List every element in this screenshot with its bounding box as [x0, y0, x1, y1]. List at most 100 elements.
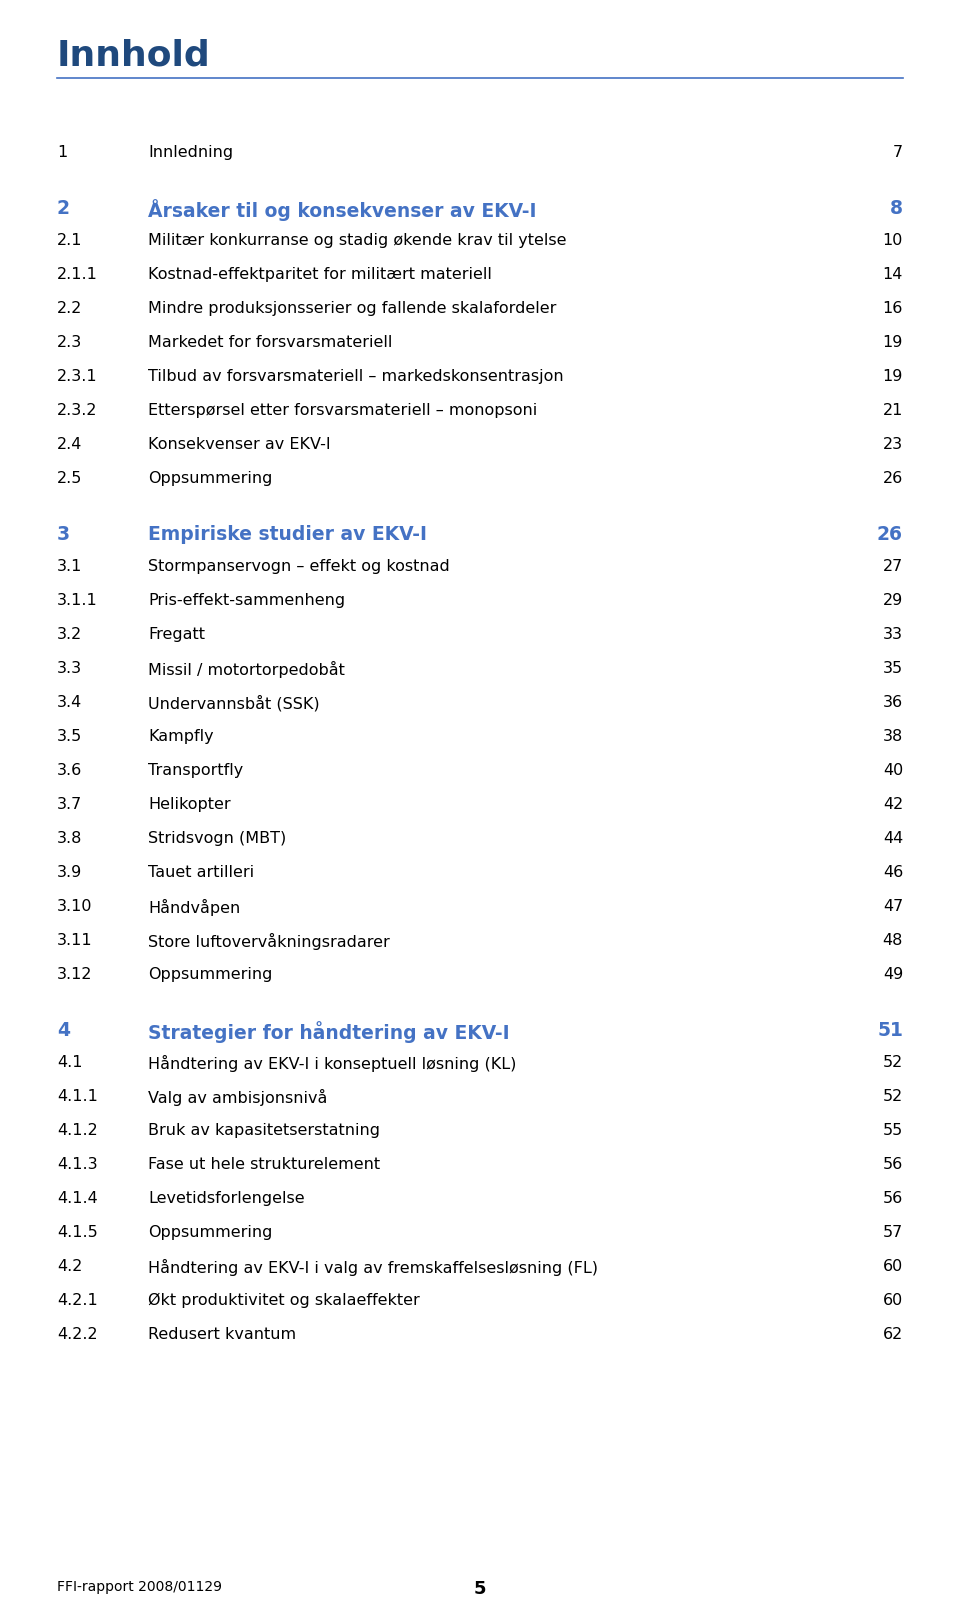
- Text: Kampfly: Kampfly: [148, 729, 214, 743]
- Text: 51: 51: [877, 1021, 903, 1041]
- Text: 3.4: 3.4: [57, 695, 83, 709]
- Text: 7: 7: [893, 145, 903, 160]
- Text: 2.1: 2.1: [57, 233, 83, 247]
- Text: Mindre produksjonsserier og fallende skalafordeler: Mindre produksjonsserier og fallende ska…: [148, 301, 557, 317]
- Text: 48: 48: [882, 932, 903, 949]
- Text: Pris-effekt-sammenheng: Pris-effekt-sammenheng: [148, 593, 346, 608]
- Text: 3.3: 3.3: [57, 661, 83, 675]
- Text: 4.2.2: 4.2.2: [57, 1327, 98, 1341]
- Text: 2.2: 2.2: [57, 301, 83, 317]
- Text: 4.1.4: 4.1.4: [57, 1191, 98, 1206]
- Text: 36: 36: [883, 695, 903, 709]
- Text: 2.3.2: 2.3.2: [57, 402, 98, 419]
- Text: 26: 26: [877, 525, 903, 545]
- Text: 60: 60: [883, 1293, 903, 1307]
- Text: 35: 35: [883, 661, 903, 675]
- Text: 49: 49: [883, 966, 903, 983]
- Text: 3.12: 3.12: [57, 966, 92, 983]
- Text: 52: 52: [883, 1055, 903, 1070]
- Text: 10: 10: [882, 233, 903, 247]
- Text: 40: 40: [883, 763, 903, 777]
- Text: 2.3.1: 2.3.1: [57, 368, 98, 385]
- Text: 27: 27: [883, 559, 903, 574]
- Text: Tauet artilleri: Tauet artilleri: [148, 865, 254, 881]
- Text: 56: 56: [883, 1157, 903, 1172]
- Text: 19: 19: [882, 368, 903, 385]
- Text: Militær konkurranse og stadig økende krav til ytelse: Militær konkurranse og stadig økende kra…: [148, 233, 566, 247]
- Text: Missil / motortorpedobåt: Missil / motortorpedobåt: [148, 661, 345, 679]
- Text: 46: 46: [883, 865, 903, 881]
- Text: 57: 57: [883, 1225, 903, 1239]
- Text: Levetidsforlengelse: Levetidsforlengelse: [148, 1191, 304, 1206]
- Text: Strategier for håndtering av EKV-I: Strategier for håndtering av EKV-I: [148, 1021, 510, 1042]
- Text: 14: 14: [882, 267, 903, 283]
- Text: 3.9: 3.9: [57, 865, 83, 881]
- Text: 29: 29: [883, 593, 903, 608]
- Text: 5: 5: [473, 1580, 487, 1598]
- Text: 55: 55: [883, 1123, 903, 1138]
- Text: 3.5: 3.5: [57, 729, 83, 743]
- Text: 3.11: 3.11: [57, 932, 92, 949]
- Text: 3.7: 3.7: [57, 797, 83, 811]
- Text: Etterspørsel etter forsvarsmateriell – monopsoni: Etterspørsel etter forsvarsmateriell – m…: [148, 402, 538, 419]
- Text: Empiriske studier av EKV-I: Empiriske studier av EKV-I: [148, 525, 427, 545]
- Text: 4.2.1: 4.2.1: [57, 1293, 98, 1307]
- Text: Stormpanservogn – effekt og kostnad: Stormpanservogn – effekt og kostnad: [148, 559, 449, 574]
- Text: 2.5: 2.5: [57, 470, 83, 486]
- Text: 42: 42: [883, 797, 903, 811]
- Text: Stridsvogn (MBT): Stridsvogn (MBT): [148, 831, 286, 847]
- Text: 4: 4: [57, 1021, 70, 1041]
- Text: Bruk av kapasitetserstatning: Bruk av kapasitetserstatning: [148, 1123, 380, 1138]
- Text: 44: 44: [883, 831, 903, 847]
- Text: 4.2: 4.2: [57, 1259, 83, 1273]
- Text: 2.4: 2.4: [57, 436, 83, 452]
- Text: 4.1.1: 4.1.1: [57, 1089, 98, 1104]
- Text: 2.1.1: 2.1.1: [57, 267, 98, 283]
- Text: 16: 16: [882, 301, 903, 317]
- Text: Valg av ambisjonsnivå: Valg av ambisjonsnivå: [148, 1089, 327, 1105]
- Text: 56: 56: [883, 1191, 903, 1206]
- Text: Håndvåpen: Håndvåpen: [148, 898, 240, 916]
- Text: 60: 60: [883, 1259, 903, 1273]
- Text: 33: 33: [883, 627, 903, 642]
- Text: 4.1: 4.1: [57, 1055, 83, 1070]
- Text: Oppsummering: Oppsummering: [148, 1225, 273, 1239]
- Text: 21: 21: [882, 402, 903, 419]
- Text: Innledning: Innledning: [148, 145, 233, 160]
- Text: Økt produktivitet og skalaeffekter: Økt produktivitet og skalaeffekter: [148, 1293, 420, 1309]
- Text: Transportfly: Transportfly: [148, 763, 243, 777]
- Text: 4.1.5: 4.1.5: [57, 1225, 98, 1239]
- Text: Fregatt: Fregatt: [148, 627, 205, 642]
- Text: Innhold: Innhold: [57, 39, 211, 73]
- Text: 4.1.3: 4.1.3: [57, 1157, 98, 1172]
- Text: Oppsummering: Oppsummering: [148, 470, 273, 486]
- Text: 3.6: 3.6: [57, 763, 83, 777]
- Text: Markedet for forsvarsmateriell: Markedet for forsvarsmateriell: [148, 335, 393, 351]
- Text: 52: 52: [883, 1089, 903, 1104]
- Text: Oppsummering: Oppsummering: [148, 966, 273, 983]
- Text: 26: 26: [883, 470, 903, 486]
- Text: Håndtering av EKV-I i valg av fremskaffelsesløsning (FL): Håndtering av EKV-I i valg av fremskaffe…: [148, 1259, 598, 1277]
- Text: 2.3: 2.3: [57, 335, 83, 351]
- Text: 38: 38: [883, 729, 903, 743]
- Text: Undervannsbåt (SSK): Undervannsbåt (SSK): [148, 695, 320, 711]
- Text: Store luftovervåkningsradarer: Store luftovervåkningsradarer: [148, 932, 390, 950]
- Text: Fase ut hele strukturelement: Fase ut hele strukturelement: [148, 1157, 380, 1172]
- Text: Redusert kvantum: Redusert kvantum: [148, 1327, 296, 1341]
- Text: 3: 3: [57, 525, 70, 545]
- Text: 23: 23: [883, 436, 903, 452]
- Text: 8: 8: [890, 199, 903, 218]
- Text: 3.1.1: 3.1.1: [57, 593, 98, 608]
- Text: Årsaker til og konsekvenser av EKV-I: Årsaker til og konsekvenser av EKV-I: [148, 199, 537, 221]
- Text: 47: 47: [883, 898, 903, 915]
- Text: Håndtering av EKV-I i konseptuell løsning (KL): Håndtering av EKV-I i konseptuell løsnin…: [148, 1055, 516, 1071]
- Text: Helikopter: Helikopter: [148, 797, 230, 811]
- Text: 3.2: 3.2: [57, 627, 83, 642]
- Text: 4.1.2: 4.1.2: [57, 1123, 98, 1138]
- Text: 62: 62: [883, 1327, 903, 1341]
- Text: 3.10: 3.10: [57, 898, 92, 915]
- Text: 3.8: 3.8: [57, 831, 83, 847]
- Text: 3.1: 3.1: [57, 559, 83, 574]
- Text: 2: 2: [57, 199, 70, 218]
- Text: FFI-rapport 2008/01129: FFI-rapport 2008/01129: [57, 1580, 222, 1593]
